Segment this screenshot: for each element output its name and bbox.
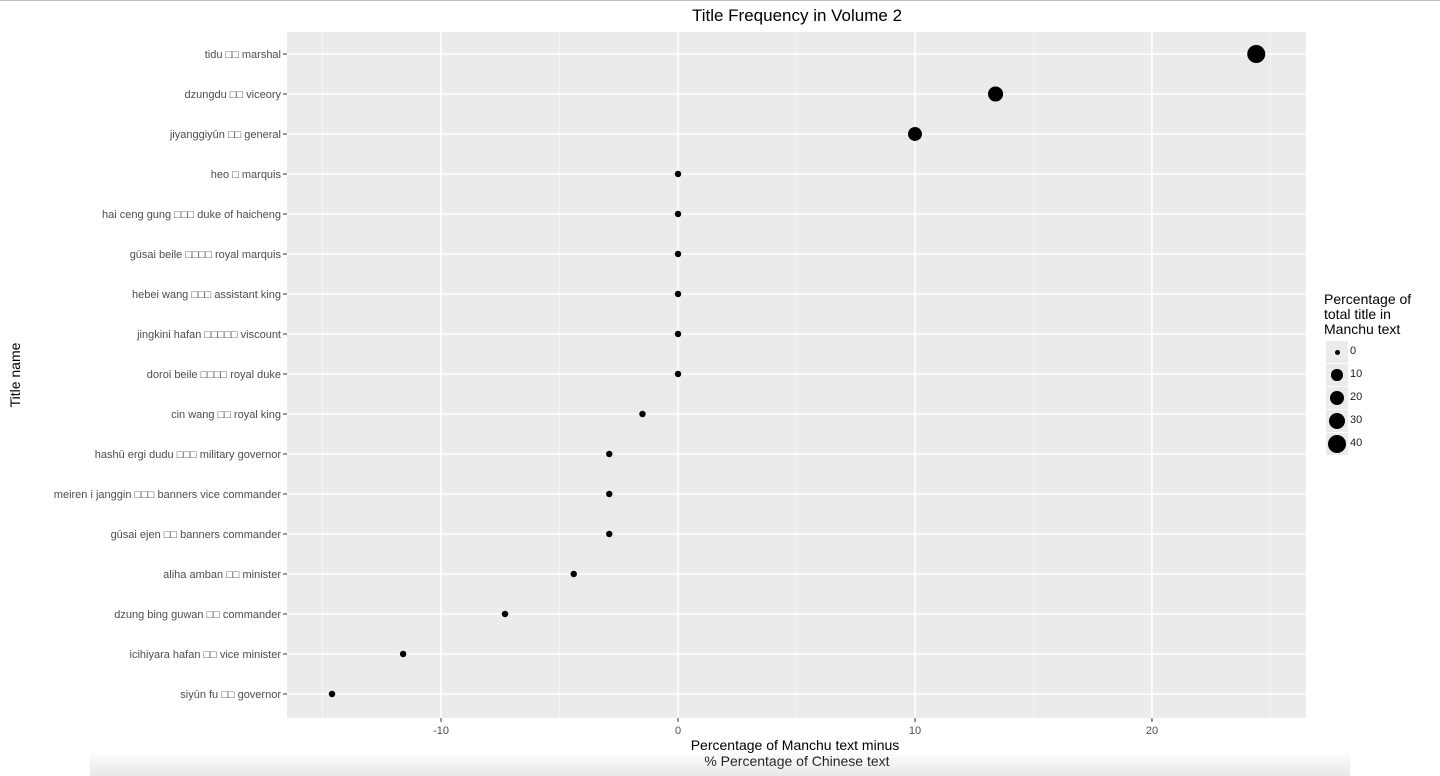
legend-title-line: Manchu text [1324,321,1401,337]
y-tick-label: meiren i janggin □□□ banners vice comman… [54,489,282,501]
data-point [399,650,407,658]
y-tick-label: dzungdu □□ viceory [185,89,282,101]
x-axis-title-line: Percentage of Manchu text minus [691,737,900,753]
window-top-border [0,0,1440,1]
legend-key [1326,387,1348,409]
legend-title-line: total title in [1324,306,1391,322]
y-tick-label: hebei wang □□□ assistant king [132,289,281,301]
x-axis-title-line: % Percentage of Chinese text [700,753,889,769]
legend-label: 0 [1350,345,1357,357]
legend-label: 20 [1350,391,1363,403]
legend-item: 10 [1324,364,1434,387]
legend-dot [1334,349,1340,355]
data-point [674,330,682,338]
y-tick-label: jingkini hafan □□□□□ viscount [136,329,281,341]
y-tick-label: cin wang □□ royal king [171,409,281,421]
legend-label: 10 [1350,368,1363,380]
data-point [606,450,613,458]
x-tick-label: 20 [1146,725,1158,737]
data-point [501,610,509,618]
y-tick-label: icihiyara hafan □□ vice minister [130,649,282,661]
legend-dot [1331,369,1343,381]
x-tick-label: -10 [433,725,449,737]
data-point [606,490,613,498]
legend-key [1326,410,1348,432]
y-tick-label: siyūn fu □□ governor [180,689,281,701]
data-point [674,170,682,178]
data-point [570,570,577,578]
y-axis-title: Title name [7,342,23,407]
y-tick-label: gūsai beile □□□□ royal marquis [130,249,282,261]
y-tick-label: heo □ marquis [211,169,282,181]
x-tick-label: 0 [675,725,681,737]
y-tick-label: hashū ergi dudu □□□ military governor [95,449,282,461]
y-tick-label: dzung bing guwan □□ commander [114,609,281,621]
data-point [674,210,682,218]
data-point [1247,45,1266,63]
legend-label: 40 [1350,437,1363,449]
grid-lines [287,32,1306,718]
y-tick-label: doroi beile □□□□ royal duke [147,369,281,381]
x-axis-title: Percentage of Manchu text minus % Percen… [691,737,900,769]
legend-label: 30 [1350,414,1363,426]
legend-key [1326,433,1348,455]
legend-item: 0 [1324,341,1434,364]
x-tick-label: 10 [909,725,921,737]
legend-key [1326,341,1348,363]
legend-dot [1328,435,1346,453]
y-tick-label: aliha amban □□ minister [163,569,281,581]
legend-dot [1328,412,1346,430]
data-point [908,127,922,141]
y-tick-label: hai ceng gung □□□ duke of haicheng [102,209,281,221]
data-point [674,370,682,378]
x-axis-tick-labels: -10 0 10 20 [433,718,1158,737]
legend-title-line: Percentage of [1324,291,1412,307]
data-point [988,86,1004,102]
data-point [674,290,682,298]
legend-item: 30 [1324,410,1434,433]
data-point [639,410,646,418]
data-point [674,250,682,258]
window-bottom-shadow [90,752,1350,776]
y-tick-label: tidu □□ marshal [205,49,281,61]
chart-title: Title Frequency in Volume 2 [692,6,902,25]
legend-item: 20 [1324,387,1434,410]
y-tick-label: gūsai ejen □□ banners commander [111,529,282,541]
y-axis-tick-labels: tidu □□ marshal dzungdu □□ viceory jiyangg… [54,49,287,701]
data-point [328,690,336,698]
data-points [328,45,1266,698]
legend-key [1326,364,1348,386]
legend-item: 40 [1324,433,1434,456]
y-tick-label: jiyanggiyūn □□ general [169,129,281,141]
legend-dot [1329,390,1345,406]
data-point [606,530,613,538]
legend-title: Percentage of total title in Manchu text [1324,292,1434,337]
